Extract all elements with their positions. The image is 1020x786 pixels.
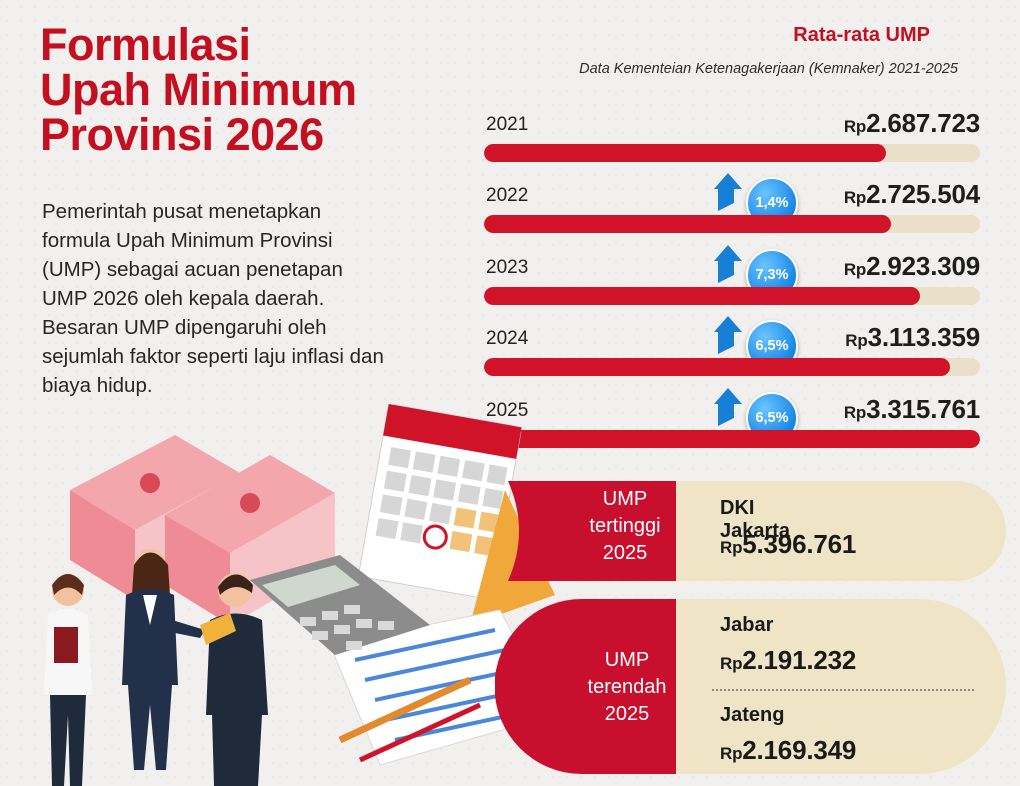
value-number: 2.923.309 (866, 251, 980, 281)
province-value: Rp5.396.761 (720, 529, 856, 560)
value-label: Rp3.113.359 (845, 322, 980, 353)
year-label: 2024 (486, 328, 529, 349)
title-line-3: Provinsi 2026 (40, 109, 324, 160)
chart-row-2022: 2022 1,4% Rp2.725.504 (484, 173, 980, 245)
province-name: Jabar (720, 614, 774, 636)
calculator-icon (250, 555, 430, 655)
value-number: 2.725.504 (866, 179, 980, 209)
woman-presenter-icon (122, 549, 205, 770)
label-line: UMP (604, 649, 650, 671)
highest-card-label: UMP tertinggi 2025 (560, 486, 690, 567)
value-label: Rp2.923.309 (844, 251, 980, 282)
growth-arrow-icon (714, 173, 742, 211)
currency-prefix: Rp (843, 260, 867, 279)
growth-arrow-icon (714, 245, 742, 283)
currency-prefix: Rp (843, 403, 867, 422)
lowest-card-label: UMP terendah 2025 (562, 647, 692, 728)
value-number: 3.113.359 (867, 322, 981, 352)
entry-divider (712, 689, 974, 691)
lowest-card-red-tab (495, 599, 685, 774)
chart-row-2021: 2021 Rp2.687.723 (484, 108, 980, 174)
highest-card-red-tab (508, 481, 683, 581)
bar-track (484, 358, 980, 376)
lowest-card-panel (676, 599, 1006, 774)
label-line: tertinggi (589, 515, 661, 537)
province-value: Rp2.191.232 (720, 645, 856, 676)
value-number: 5.396.761 (742, 529, 857, 559)
year-label: 2022 (486, 185, 529, 206)
value-number: 3.315.761 (866, 394, 980, 424)
page-title: Formulasi Upah Minimum Provinsi 2026 (40, 22, 357, 157)
currency-prefix: Rp (720, 744, 743, 763)
currency-prefix: Rp (720, 654, 743, 673)
intro-paragraph: Pemerintah pusat menetapkan formula Upah… (42, 200, 384, 397)
currency-prefix: Rp (845, 331, 868, 350)
value-number: 2.687.723 (866, 108, 980, 138)
chart-row-2023: 2023 7,3% Rp2.923.309 (484, 245, 980, 317)
chart-row-2024: 2024 6,5% Rp3.113.359 (484, 316, 980, 388)
title-line-1: Formulasi (40, 19, 251, 70)
province-name: DKI Jakarta (720, 497, 791, 542)
bar-fill (484, 287, 921, 305)
growth-arrow-icon (714, 316, 742, 354)
bar-fill (484, 358, 951, 376)
label-line: UMP (602, 488, 648, 510)
bar-fill (484, 215, 891, 233)
bar-track (484, 287, 980, 305)
currency-prefix: Rp (843, 117, 867, 136)
woman-with-folder-icon (44, 574, 92, 786)
bar-track (484, 144, 980, 162)
value-label: Rp2.687.723 (844, 108, 980, 139)
currency-prefix: Rp (843, 188, 867, 207)
chart-row-2025: 2025 6,5% Rp3.315.761 (484, 388, 980, 460)
label-line: 2025 (602, 542, 648, 564)
year-label: 2025 (486, 400, 529, 421)
value-label: Rp3.315.761 (844, 394, 980, 425)
chart-title: Rata-rata UMP (793, 24, 930, 46)
chart-subtitle: Data Kementeian Ketenagakerjaan (Kemnake… (579, 61, 958, 77)
growth-arrow-icon (714, 388, 742, 426)
currency-prefix: Rp (720, 538, 743, 557)
bar-fill (484, 144, 886, 162)
value-label: Rp2.725.504 (844, 179, 980, 210)
bar-track (484, 430, 980, 448)
title-line-2: Upah Minimum (40, 64, 357, 115)
bar-fill (484, 430, 980, 448)
province-name: Jateng (720, 704, 785, 726)
office-illustration (44, 403, 556, 786)
year-label: 2023 (486, 257, 529, 278)
bar-track (484, 215, 980, 233)
man-with-tablet-icon (200, 573, 268, 786)
label-line: 2025 (604, 703, 650, 725)
highest-card-panel (676, 481, 1006, 581)
value-number: 2.191.232 (742, 645, 857, 675)
value-number: 2.169.349 (742, 735, 857, 765)
calendar-icon (358, 403, 522, 600)
province-value: Rp2.169.349 (720, 735, 856, 766)
label-line: terendah (587, 676, 667, 698)
year-label: 2021 (486, 114, 529, 135)
